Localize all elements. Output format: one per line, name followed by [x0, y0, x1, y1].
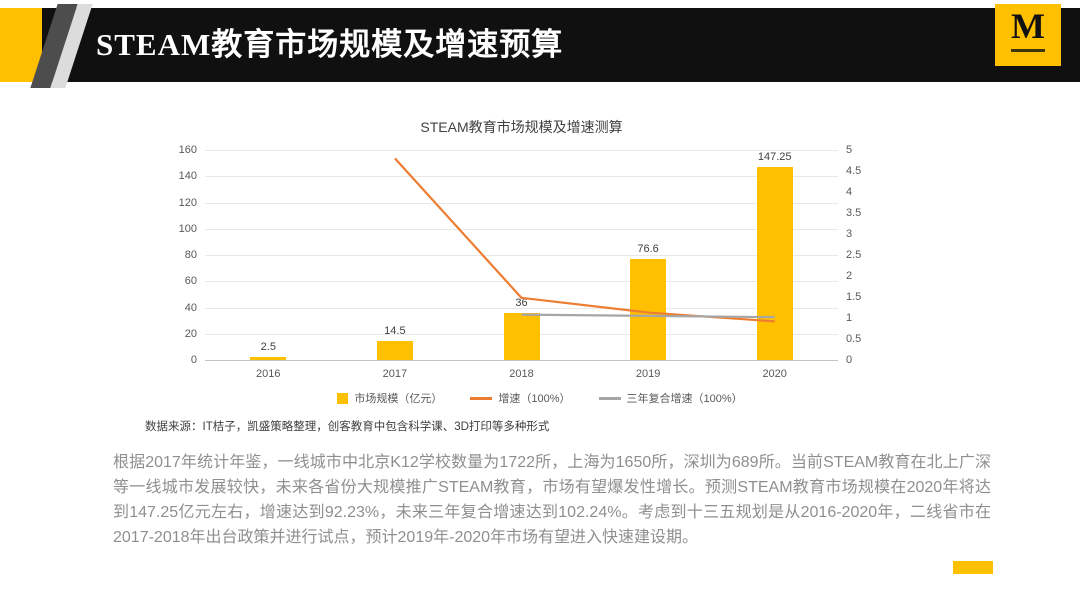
- source-note: 数据来源：IT桔子，凯盛策略整理，创客教育中包含科学课、3D打印等多种形式: [145, 421, 550, 433]
- legend-swatch-square: [337, 392, 349, 404]
- y-axis-tick-left: 120: [178, 196, 197, 209]
- y-axis-tick-left: 0: [190, 354, 197, 366]
- bar-value-label: 76.6: [637, 243, 659, 256]
- cagr-line: [521, 313, 775, 319]
- body-paragraph: 根据2017年统计年鉴，一线城市中北京K12学校数量为1722所，上海为1650…: [113, 454, 991, 546]
- x-axis-label: 2017: [382, 368, 408, 380]
- gridline: [205, 150, 838, 151]
- gridline: [205, 307, 838, 309]
- bar-value-label: 147.25: [757, 150, 792, 163]
- y-axis-tick-left: 60: [184, 275, 197, 288]
- legend-item: 增速（100%）: [470, 390, 571, 406]
- x-axis-label: 2016: [256, 368, 281, 380]
- legend-label: 三年复合增速（100%）: [626, 393, 743, 405]
- y-axis-tick-left: 80: [184, 249, 197, 261]
- y-axis-tick-right: 1: [846, 312, 853, 324]
- y-axis-tick-left: 160: [178, 144, 197, 156]
- bar-value-label: 36: [515, 296, 528, 309]
- legend-item: 三年复合增速（100%）: [598, 390, 743, 406]
- legend-item: 市场规模（亿元）: [337, 390, 442, 406]
- gridline: [205, 333, 838, 335]
- y-axis-tick-left: 20: [184, 327, 197, 340]
- x-axis-label: 2018: [509, 368, 534, 380]
- y-axis-tick-right: 4: [846, 186, 853, 198]
- header-bar: STEAM教育市场规模及增速预算: [0, 4, 1080, 88]
- y-axis-tick-left: 100: [178, 222, 197, 235]
- y-axis-tick-right: 0.5: [846, 333, 862, 345]
- y-axis-tick-right: 0: [846, 354, 853, 366]
- bar: [756, 166, 793, 360]
- y-axis-tick-right: 2.5: [846, 249, 862, 261]
- legend-swatch-line: [598, 396, 621, 400]
- y-axis-tick-right: 3: [846, 228, 853, 240]
- gridline: [205, 202, 838, 204]
- gridline: [205, 176, 838, 178]
- page-title: STEAM教育市场规模及增速预算: [96, 27, 564, 62]
- x-axis-label: 2020: [762, 368, 787, 380]
- chart-legend: 市场规模（亿元） 增速（100%） 三年复合增速（100%）: [145, 390, 935, 406]
- gridline: [205, 281, 838, 283]
- legend-swatch-line: [470, 396, 493, 400]
- growth-line: [394, 157, 775, 323]
- logo: M: [995, 4, 1061, 66]
- bar: [376, 340, 413, 360]
- logo-subtext-decoration: [1011, 49, 1045, 52]
- y-axis-tick-left: 140: [178, 170, 197, 183]
- y-axis-tick-right: 1.5: [846, 291, 862, 303]
- bottom-accent-bar: [953, 561, 993, 574]
- legend-label: 市场规模（亿元）: [354, 393, 443, 405]
- bar: [630, 259, 667, 360]
- legend-label: 增速（100%）: [498, 393, 571, 405]
- y-axis-tick-right: 5: [846, 144, 853, 156]
- x-axis-line: [205, 360, 838, 361]
- bar: [503, 312, 540, 360]
- y-axis-tick-right: 3.5: [846, 207, 862, 219]
- gridline: [205, 255, 838, 256]
- x-axis-label: 2019: [635, 368, 661, 380]
- y-axis-tick-right: 4.5: [846, 165, 862, 177]
- y-axis-tick-right: 2: [846, 270, 853, 282]
- logo-letter: M: [1011, 6, 1045, 46]
- bar-value-label: 14.5: [384, 324, 406, 337]
- gridline: [205, 228, 838, 230]
- y-axis-tick-left: 40: [184, 301, 197, 314]
- chart-title: STEAM教育市场规模及增速测算: [420, 119, 623, 135]
- bar: [250, 356, 287, 360]
- bar-value-label: 2.5: [260, 340, 276, 353]
